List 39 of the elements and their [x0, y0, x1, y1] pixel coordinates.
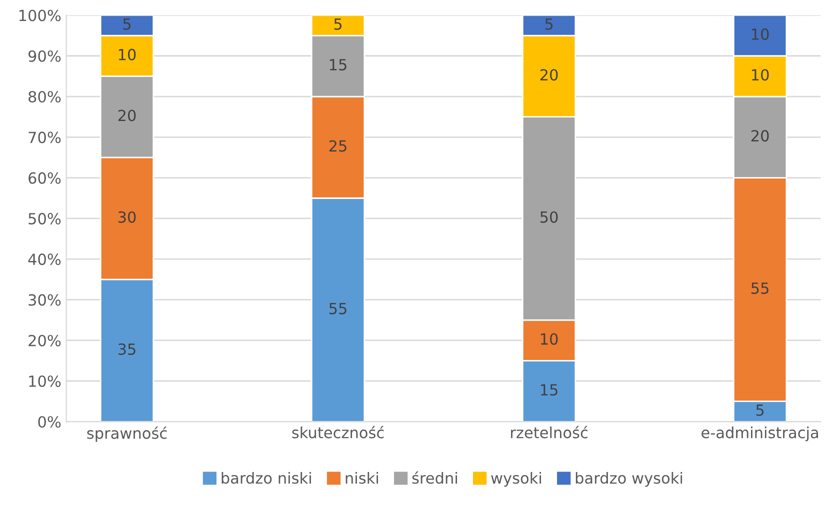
- data-label: 15: [330, 59, 346, 70]
- data-label: 25: [329, 140, 346, 152]
- data-label: 10: [118, 48, 136, 60]
- data-label: 20: [118, 110, 136, 122]
- y-tick-label: 50%: [28, 212, 61, 224]
- y-tick-label: 10%: [29, 375, 61, 388]
- y-tick-label: 100%: [19, 10, 61, 22]
- x-tick-label: skuteczność: [292, 426, 384, 438]
- data-label: 20: [540, 69, 558, 81]
- legend-label: średni: [412, 471, 457, 484]
- data-label: 10: [752, 69, 769, 81]
- data-label: 55: [752, 282, 768, 294]
- legend-label: niski: [346, 472, 378, 484]
- x-tick-label: e-administracja: [702, 426, 818, 442]
- x-tick-label: rzetelność: [511, 426, 588, 438]
- legend-label: bardzo niski: [222, 472, 311, 484]
- y-tick-label: 0%: [38, 416, 61, 428]
- data-label: 5: [756, 404, 764, 416]
- x-tick-label: sprawność: [87, 426, 167, 442]
- y-tick-label: 20%: [28, 334, 61, 346]
- data-label: 55: [329, 302, 346, 314]
- y-tick-label: 60%: [28, 172, 61, 184]
- data-label: 50: [540, 211, 558, 223]
- data-label: 35: [118, 343, 136, 355]
- data-label: 10: [752, 28, 769, 40]
- y-tick-label: 90%: [28, 50, 61, 62]
- data-label: 20: [751, 130, 769, 142]
- data-label: 30: [118, 211, 136, 223]
- data-label: 5: [123, 18, 131, 30]
- data-label: 15: [540, 384, 558, 396]
- y-tick-label: 30%: [28, 294, 61, 306]
- legend-label: wysoki: [491, 472, 542, 487]
- y-tick-label: 70%: [28, 132, 61, 144]
- data-label: 10: [540, 333, 558, 345]
- data-label: 5: [334, 18, 342, 30]
- legend-label: bardzo wysoki: [576, 472, 682, 487]
- data-label: 5: [545, 18, 553, 30]
- y-tick-label: 80%: [28, 90, 61, 103]
- y-tick-label: 40%: [28, 254, 61, 266]
